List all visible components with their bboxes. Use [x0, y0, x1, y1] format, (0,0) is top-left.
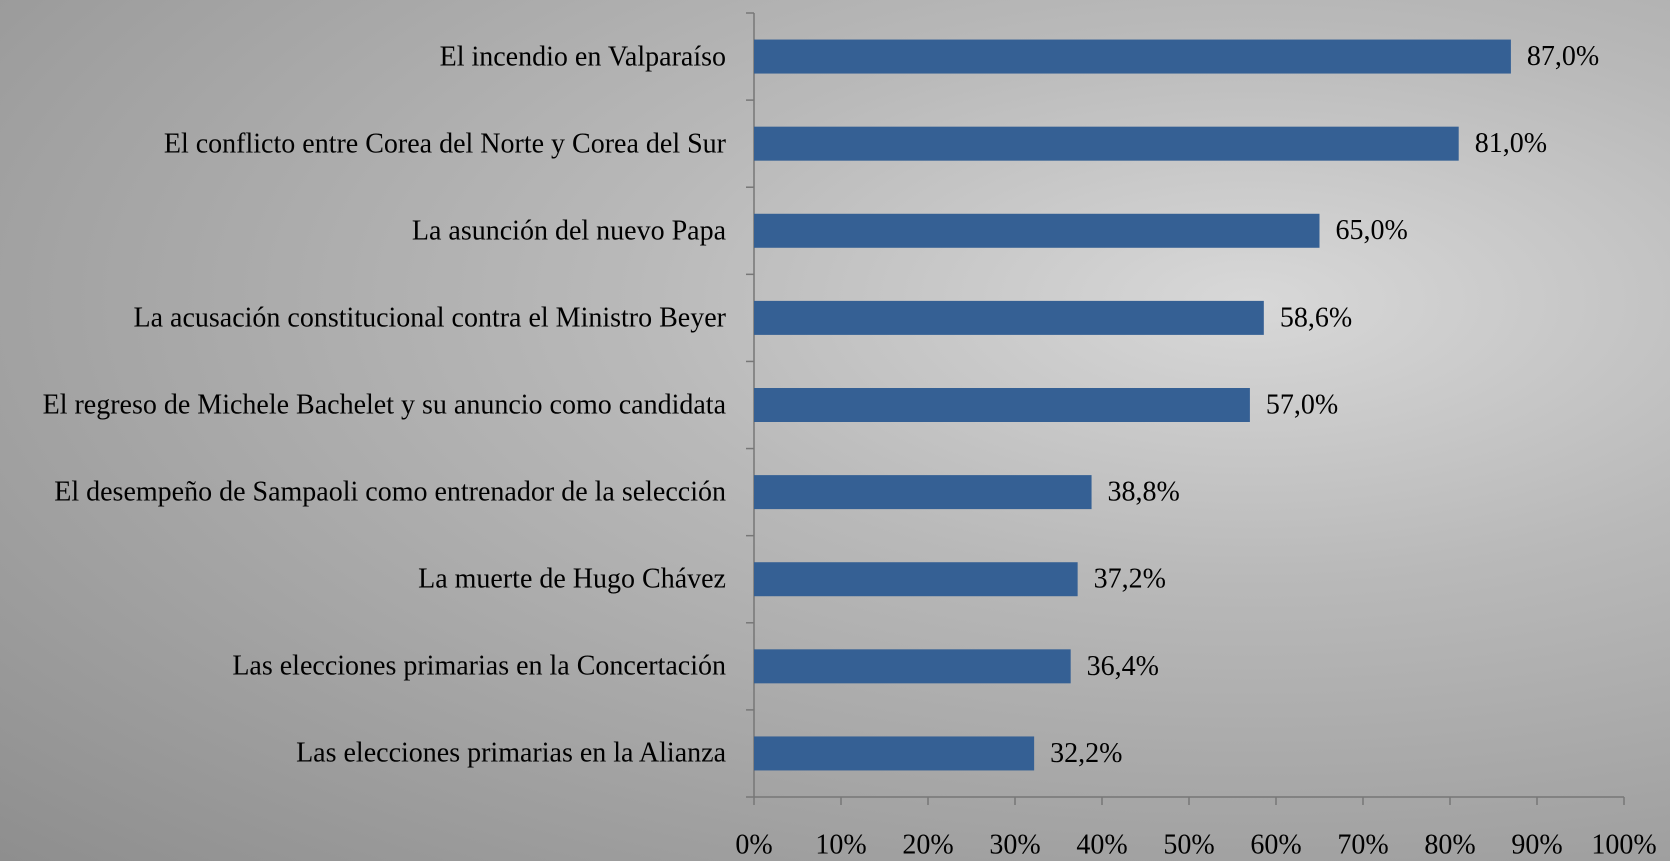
- value-label: 37,2%: [1094, 564, 1166, 595]
- bar: [754, 649, 1071, 683]
- value-label: 36,4%: [1087, 651, 1159, 682]
- value-label: 32,2%: [1050, 738, 1122, 769]
- category-label: El conflicto entre Corea del Norte y Cor…: [6, 125, 726, 162]
- bar: [754, 388, 1250, 422]
- value-label: 65,0%: [1336, 215, 1408, 246]
- value-label: 38,8%: [1108, 477, 1180, 508]
- bar: [754, 301, 1264, 335]
- x-tick-label: 90%: [1511, 829, 1562, 860]
- x-tick-label: 70%: [1337, 829, 1388, 860]
- x-tick-label: 80%: [1424, 829, 1475, 860]
- bar: [754, 40, 1511, 74]
- x-tick-label: 0%: [735, 829, 772, 860]
- value-label: 57,0%: [1266, 389, 1338, 420]
- x-tick-label: 50%: [1163, 829, 1214, 860]
- x-tick-label: 100%: [1591, 829, 1656, 860]
- x-tick-label: 30%: [989, 829, 1040, 860]
- category-label: El regreso de Michele Bachelet y su anun…: [6, 387, 726, 424]
- category-label: El desempeño de Sampaoli como entrenador…: [6, 474, 726, 511]
- category-label: Las elecciones primarias en la Concertac…: [6, 648, 726, 685]
- value-label: 58,6%: [1280, 302, 1352, 333]
- x-tick-label: 20%: [902, 829, 953, 860]
- x-tick-label: 10%: [815, 829, 866, 860]
- bar: [754, 214, 1320, 248]
- x-tick-label: 60%: [1250, 829, 1301, 860]
- category-label: Las elecciones primarias en la Alianza: [6, 735, 726, 772]
- page: 0% 10% 20% 30% 40% 50% 60% 70% 80% 90% 100% 87,0% 81…: [0, 0, 1670, 861]
- category-label: El incendio en Valparaíso: [6, 38, 726, 75]
- bar: [754, 127, 1459, 161]
- bar: [754, 475, 1092, 509]
- category-label: La acusación constitucional contra el Mi…: [6, 299, 726, 336]
- bar: [754, 562, 1078, 596]
- category-label: La asunción del nuevo Papa: [6, 212, 726, 249]
- x-tick-label: 40%: [1076, 829, 1127, 860]
- value-label: 81,0%: [1475, 128, 1547, 159]
- value-label: 87,0%: [1527, 41, 1599, 72]
- category-label: La muerte de Hugo Chávez: [6, 561, 726, 598]
- bar: [754, 736, 1034, 770]
